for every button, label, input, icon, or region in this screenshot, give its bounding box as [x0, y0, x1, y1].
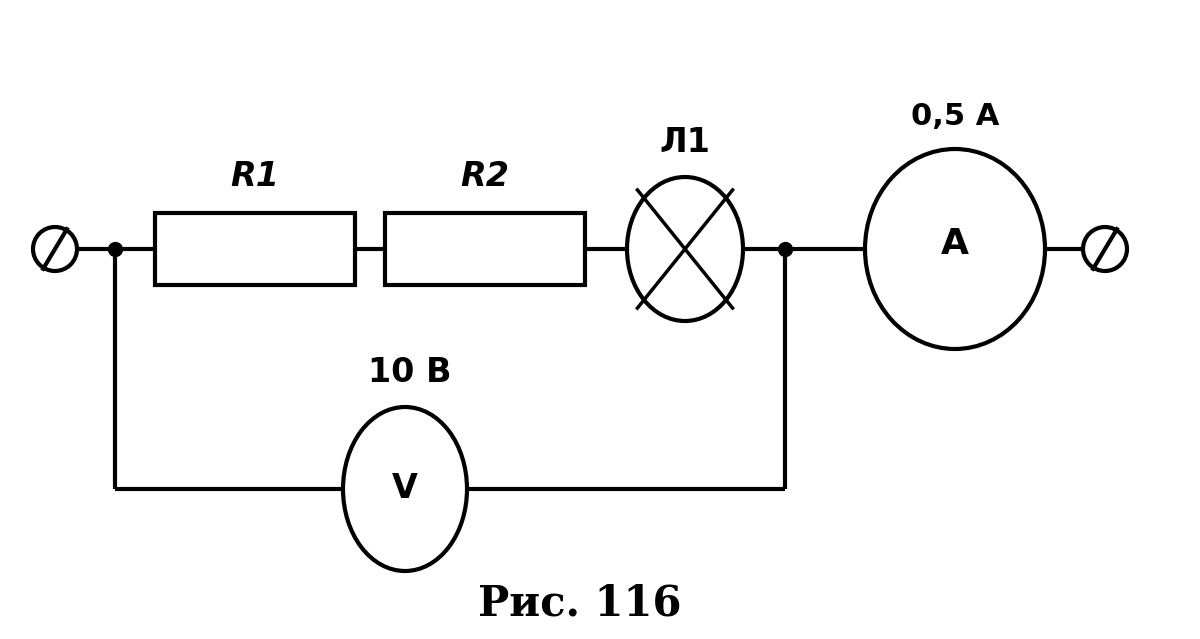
Text: 10 В: 10 В: [368, 356, 451, 389]
Ellipse shape: [865, 149, 1045, 349]
Circle shape: [1084, 227, 1127, 271]
Text: Л1: Л1: [660, 126, 710, 159]
Text: A: A: [941, 227, 970, 261]
Ellipse shape: [628, 177, 743, 321]
Text: V: V: [392, 472, 418, 505]
Bar: [155, 213, 355, 285]
Text: Рис. 116: Рис. 116: [479, 582, 682, 624]
Text: R1: R1: [230, 160, 280, 193]
Bar: [385, 213, 586, 285]
Ellipse shape: [343, 407, 467, 571]
Circle shape: [34, 227, 77, 271]
Text: R2: R2: [461, 160, 510, 193]
Text: 0,5 А: 0,5 А: [911, 102, 1000, 131]
